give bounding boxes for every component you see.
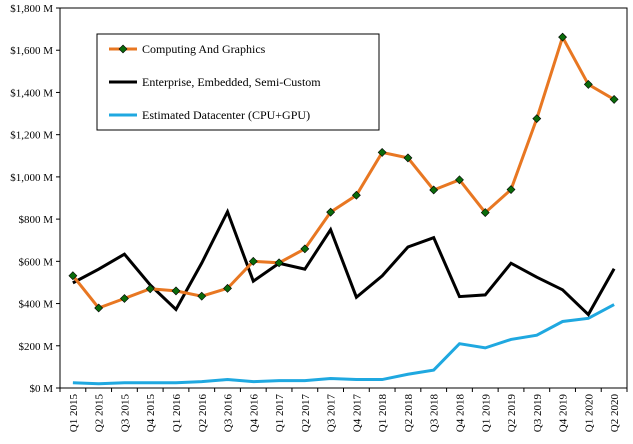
legend-marker	[118, 44, 128, 54]
x-tick-label: Q1 2015	[68, 394, 80, 433]
y-tick-label: $0 M	[29, 383, 53, 395]
x-axis: Q1 2015 Q2 2015 Q3 2015 Q4 2015 Q1 2016 Q2 20…	[59, 388, 628, 433]
x-tick-label: Q1 2017	[274, 394, 286, 433]
y-tick-label: $600 M	[18, 256, 53, 268]
y-tick-label: $1,400 M	[10, 87, 53, 99]
x-tick-label: Q4 2019	[558, 394, 570, 433]
y-tick-label: $1,800 M	[10, 3, 53, 15]
x-tick-label: Q3 2016	[223, 394, 235, 433]
x-tick-label: Q4 2018	[454, 394, 466, 433]
x-tick-label: Q2 2016	[197, 394, 209, 433]
x-tick-label: Q4 2017	[351, 394, 363, 433]
data-point-marker	[326, 207, 336, 217]
data-point-marker	[94, 303, 104, 313]
data-point-marker	[120, 294, 129, 303]
data-point-marker	[506, 185, 516, 194]
series-0	[68, 32, 619, 313]
x-tick-label: Q3 2015	[119, 394, 131, 433]
x-tick-label: Q4 2015	[145, 394, 157, 433]
x-tick-label: Q3 2019	[532, 394, 544, 433]
data-point-marker	[480, 208, 490, 217]
data-point-marker	[532, 114, 542, 124]
x-tick-label: Q2 2020	[609, 394, 621, 433]
data-point-marker	[351, 190, 361, 200]
x-tick-label: Q2 2018	[403, 394, 415, 433]
data-point-marker	[429, 185, 439, 195]
y-tick-label: $200 M	[18, 341, 53, 353]
data-point-marker	[455, 175, 464, 185]
series-line	[72, 207, 616, 317]
x-tick-label: Q1 2016	[171, 394, 183, 433]
data-point-marker	[248, 256, 258, 266]
series-line	[71, 33, 615, 310]
x-tick-label: Q1 2019	[480, 394, 492, 433]
y-tick-label: $800 M	[18, 214, 53, 226]
data-point-marker	[300, 244, 310, 254]
data-point-marker	[274, 258, 284, 268]
legend: Computing And Graphics Enterprise, Embedd…	[96, 33, 380, 131]
data-point-marker	[558, 32, 567, 42]
series-2	[72, 303, 615, 386]
x-tick-label: Q2 2019	[506, 394, 518, 433]
legend-item-0: Computing And Graphics	[109, 42, 266, 56]
y-tick-label: $1,000 M	[10, 172, 53, 184]
x-tick-label: Q3 2017	[326, 394, 338, 433]
data-point-marker	[583, 79, 593, 89]
legend-label: Computing And Graphics	[142, 42, 266, 56]
x-tick-label: Q3 2018	[429, 394, 441, 433]
data-point-marker	[68, 271, 78, 281]
y-tick-label: $400 M	[18, 299, 53, 311]
data-point-marker	[609, 94, 619, 104]
data-point-marker	[145, 284, 155, 294]
series-line	[72, 303, 615, 386]
x-tick-label: Q1 2020	[583, 394, 595, 433]
legend-box	[96, 33, 380, 131]
legend-item-1: Enterprise, Embedded, Semi-Custom	[109, 75, 321, 89]
data-point-marker	[403, 153, 413, 163]
data-point-marker	[377, 147, 387, 157]
legend-item-2: Estimated Datacenter (CPU+GPU)	[109, 108, 310, 122]
series-1	[72, 207, 616, 317]
data-point-marker	[171, 286, 181, 296]
y-tick-label: $1,200 M	[10, 130, 53, 142]
x-tick-label: Q2 2017	[300, 394, 312, 433]
x-tick-label: Q1 2018	[377, 394, 389, 433]
x-tick-label: Q4 2016	[248, 394, 260, 433]
y-axis: $0 M $200 M $400 M $600 M $800 M $1,000 M $1,2…	[10, 3, 60, 395]
legend-label: Enterprise, Embedded, Semi-Custom	[142, 75, 321, 89]
legend-label: Estimated Datacenter (CPU+GPU)	[142, 108, 310, 122]
series-layer	[68, 32, 619, 386]
x-tick-label: Q2 2015	[94, 394, 106, 433]
data-point-marker	[223, 283, 232, 293]
data-point-marker	[197, 291, 207, 301]
y-tick-label: $1,600 M	[10, 45, 53, 57]
